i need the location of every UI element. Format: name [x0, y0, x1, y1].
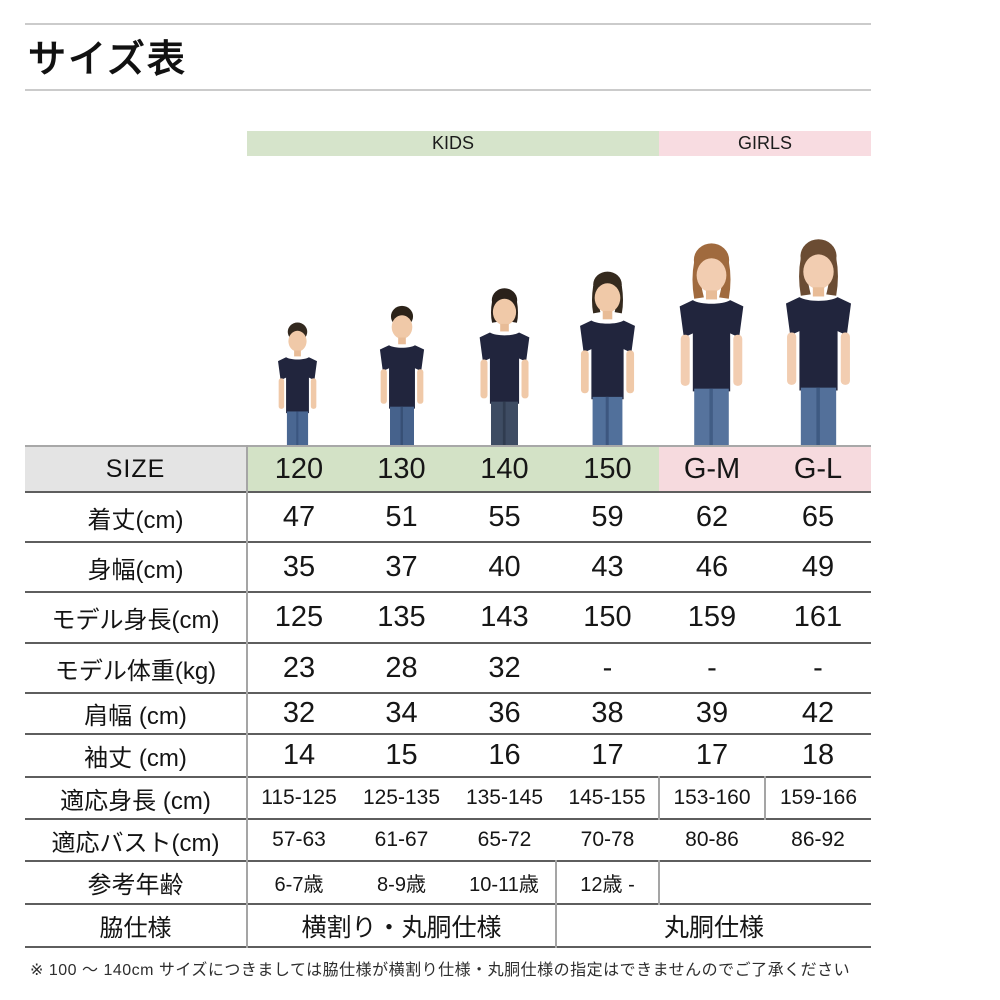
- value-cell: 37: [385, 550, 418, 583]
- value-cell: 59: [591, 500, 624, 533]
- table-row-sleeve-length: 袖丈 (cm) 14 15 16 17 17 18: [25, 734, 871, 777]
- value-cell: 39: [695, 697, 729, 729]
- value-cell: 16: [488, 739, 521, 771]
- row-label: 適応バスト(cm): [25, 819, 248, 861]
- size-table: SIZE 120 130 140 150 G-M G-L 着丈(cm) 47 5…: [25, 445, 871, 948]
- value-cell: 135-145: [465, 786, 544, 809]
- value-cell: 35: [282, 550, 316, 583]
- value-cell: 70-78: [580, 828, 635, 851]
- value-cell: 17: [695, 739, 729, 771]
- table-row-reference-age: 参考年齢 6-7歳 8-9歳 10-11歳 12歳 -: [25, 861, 871, 904]
- value-cell: 32: [488, 651, 521, 684]
- row-label: 身幅(cm): [25, 542, 248, 592]
- model-photo-120: [278, 322, 317, 447]
- row-label: モデル体重(kg): [25, 643, 248, 693]
- value-cell: -: [707, 651, 717, 684]
- row-label: 適応身長 (cm): [25, 777, 248, 819]
- model-photo-150: [580, 271, 635, 447]
- value-cell: 51: [385, 500, 418, 533]
- value-cell: 46: [695, 550, 729, 583]
- value-cell: 150: [583, 601, 632, 633]
- value-cell: 143: [480, 601, 529, 633]
- kids-group-header: KIDS: [247, 131, 659, 156]
- title-rule-bottom: [25, 89, 871, 91]
- value-cell: 36: [488, 697, 521, 729]
- value-cell: 40: [488, 550, 521, 583]
- value-cell: 161: [793, 601, 843, 633]
- value-cell: 125-135: [362, 786, 441, 809]
- value-cell: 28: [385, 651, 418, 684]
- value-cell-girls-spec: 丸胴仕様: [555, 904, 871, 947]
- table-row-body-width: 身幅(cm) 35 37 40 43 46 49: [25, 542, 871, 592]
- value-cell: 18: [801, 739, 835, 771]
- value-cell: 86-92: [791, 828, 845, 851]
- girls-group-label: GIRLS: [737, 133, 793, 153]
- value-cell: 17: [591, 739, 624, 771]
- model-photo-130: [379, 305, 425, 447]
- value-cell: 14: [282, 739, 316, 771]
- value-cell-empty: [658, 861, 871, 904]
- value-cell: 65: [801, 500, 835, 533]
- girls-group-header: GIRLS: [659, 131, 871, 156]
- value-cell: 55: [488, 500, 521, 533]
- column-header-140: 140: [453, 446, 556, 492]
- value-cell-kids-spec: 横割り・丸胴仕様: [301, 913, 502, 942]
- value-cell: 115-125: [261, 786, 337, 809]
- row-label: 脇仕様: [25, 904, 248, 947]
- kids-group-label: KIDS: [431, 133, 474, 153]
- page-title: サイズ表: [28, 39, 187, 81]
- value-cell: 8-9歳: [377, 874, 426, 896]
- row-label: モデル身長(cm): [25, 592, 248, 643]
- value-cell: 38: [591, 697, 624, 729]
- model-photo-gl: [785, 239, 852, 447]
- value-cell: 42: [801, 697, 835, 729]
- size-header-row: SIZE 120 130 140 150 G-M G-L: [25, 446, 871, 492]
- table-row-shoulder-width: 肩幅 (cm) 32 34 36 38 39 42: [25, 693, 871, 734]
- table-row-body-length: 着丈(cm) 47 51 55 59 62 65: [25, 492, 871, 542]
- value-cell: 15: [385, 739, 418, 771]
- value-cell: 6-7歳: [274, 874, 324, 896]
- footnote: ※ 100 ～ 140cm サイズにつきましては脇仕様が横割り仕様・丸胴仕様の指…: [30, 962, 851, 979]
- value-cell: 159: [687, 601, 737, 633]
- value-cell: 61-67: [374, 828, 429, 851]
- value-cell: 80-86: [685, 828, 739, 851]
- row-label: 肩幅 (cm): [25, 693, 248, 734]
- row-label: 参考年齢: [25, 861, 248, 904]
- model-photo-gm: [679, 243, 744, 447]
- value-cell: 32: [282, 697, 316, 729]
- row-label: 袖丈 (cm): [25, 734, 248, 777]
- value-cell: 23: [282, 651, 316, 684]
- row-label: 着丈(cm): [25, 492, 248, 542]
- table-row-fit-height: 適応身長 (cm) 115-125 125-135 135-145 145-15…: [25, 777, 871, 819]
- value-cell: 10-11歳: [469, 874, 539, 896]
- value-cell: 43: [591, 550, 624, 583]
- model-photo-140: [479, 288, 530, 447]
- column-header-150: 150: [556, 446, 659, 492]
- value-cell: 57-63: [272, 828, 326, 851]
- size-header-cell: SIZE: [25, 446, 248, 492]
- table-row-side-spec: 脇仕様 横割り・丸胴仕様 丸胴仕様: [25, 904, 871, 947]
- value-cell: -: [602, 651, 613, 684]
- value-cell: 125: [274, 601, 324, 633]
- table-row-fit-bust: 適応バスト(cm) 57-63 61-67 65-72 70-78 80-86 …: [25, 819, 871, 861]
- value-cell: 49: [801, 550, 835, 583]
- value-cell: 62: [695, 500, 729, 533]
- value-cell: 12歳 -: [555, 861, 659, 904]
- title-rule-top: [25, 23, 871, 25]
- column-header-gl: G-L: [765, 446, 871, 492]
- table-row-model-height: モデル身長(cm) 125 135 143 150 159 161: [25, 592, 871, 643]
- value-cell: 159-166: [764, 777, 871, 819]
- column-header-gm: G-M: [659, 446, 765, 492]
- value-cell: 65-72: [477, 828, 532, 851]
- value-cell: 47: [282, 500, 316, 533]
- column-header-120: 120: [247, 446, 350, 492]
- value-cell: 135: [377, 601, 426, 633]
- value-cell: 153-160: [658, 777, 765, 819]
- value-cell: 34: [385, 697, 418, 729]
- value-cell: -: [813, 651, 823, 684]
- table-row-model-weight: モデル体重(kg) 23 28 32 - - -: [25, 643, 871, 693]
- value-cell: 145-155: [568, 786, 646, 809]
- column-header-130: 130: [350, 446, 453, 492]
